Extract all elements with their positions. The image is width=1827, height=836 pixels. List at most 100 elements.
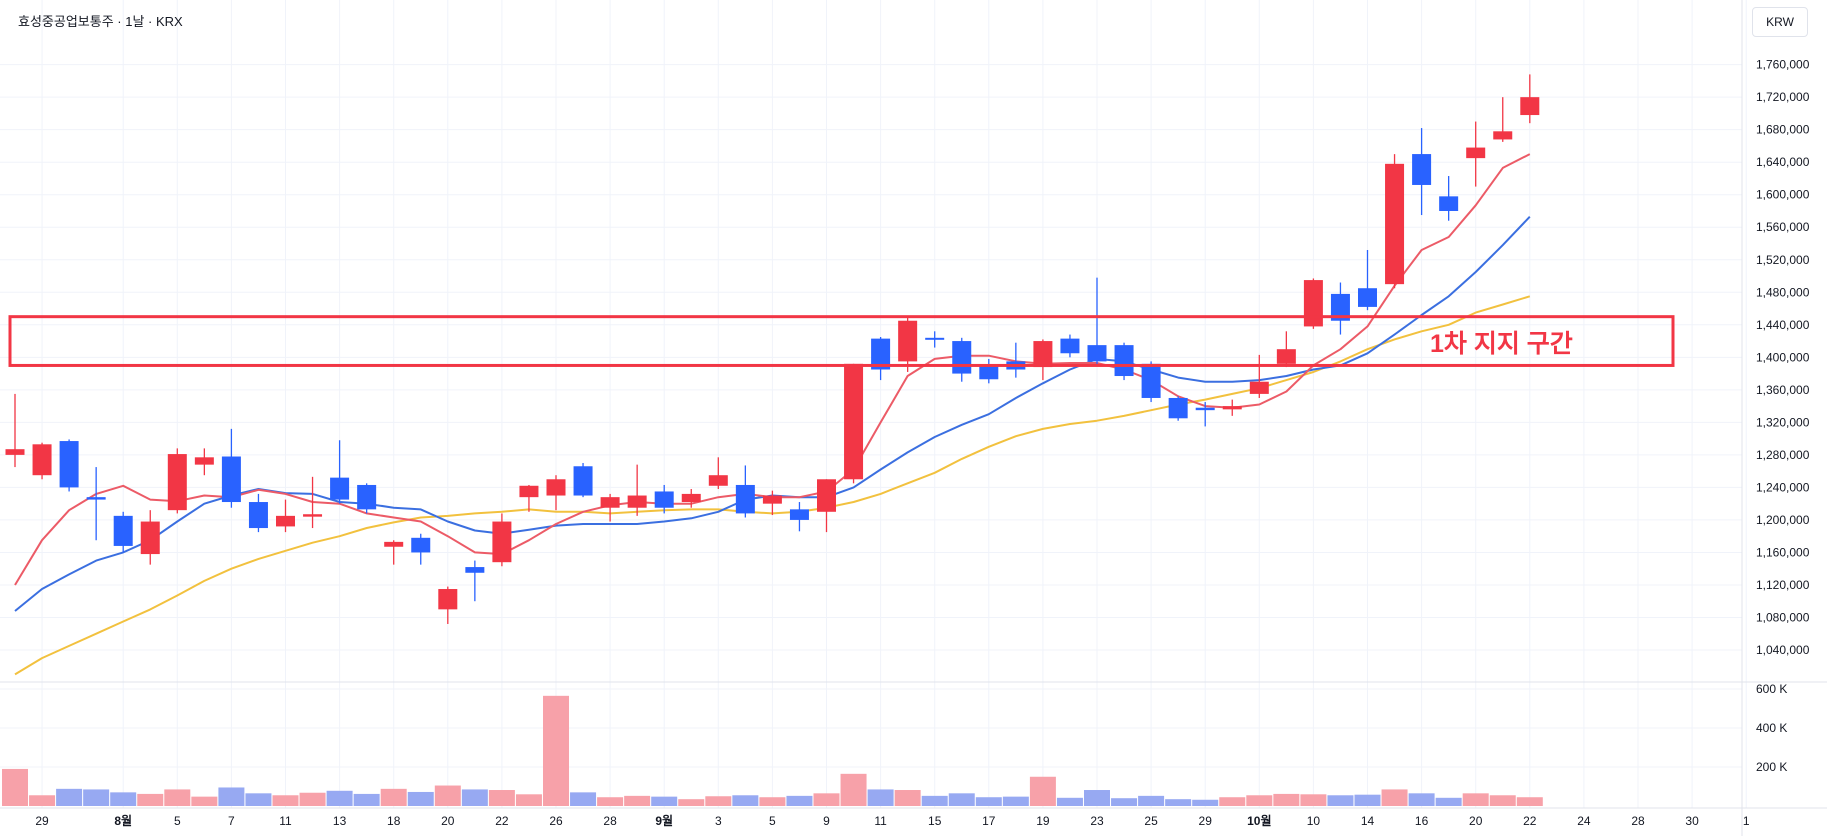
volume-bar (1029, 776, 1056, 806)
candle (1439, 176, 1459, 221)
candle-body (1276, 349, 1296, 364)
price-tick-label: 1,640,000 (1756, 155, 1810, 169)
volume-bar (921, 795, 948, 806)
candle (1249, 354, 1269, 398)
candle-body (600, 497, 620, 508)
candle (654, 484, 674, 514)
candle-body (1114, 345, 1134, 377)
candle-body (1222, 406, 1242, 410)
volume-bar (813, 793, 840, 806)
candle (1195, 402, 1215, 427)
price-tick-label: 1,280,000 (1756, 448, 1810, 462)
candle (1168, 396, 1188, 421)
time-tick-label: 15 (928, 814, 942, 828)
candle (1493, 97, 1513, 142)
volume-bar (678, 799, 705, 806)
volume-bar (1327, 795, 1354, 806)
candle (1358, 250, 1377, 311)
candle (330, 440, 350, 504)
volume-bar (651, 796, 678, 806)
volume-bar (2, 768, 28, 806)
candle-body (465, 567, 485, 573)
time-tick-label: 23 (1090, 814, 1104, 828)
time-axis-labels: 29 8월 5 7 11 13 18 20 22 26 28 9월 3 5 9 11 15 17 19 23 25 29 1… (35, 813, 1749, 828)
volume-bar (380, 788, 407, 806)
candle-body (248, 502, 268, 529)
volume-bar (83, 789, 110, 806)
candle (384, 540, 404, 565)
candle (925, 331, 945, 348)
candle-body (194, 457, 214, 465)
time-tick-label: 9 (823, 814, 830, 828)
candle (1276, 331, 1296, 368)
volume-bar (1435, 797, 1462, 806)
candle-body (86, 497, 106, 500)
volume-bar (1002, 796, 1029, 806)
candlesticks (5, 74, 1540, 624)
candle-body (1249, 381, 1269, 394)
candle-body (1520, 97, 1540, 116)
support-zone-label: 1차 지지 구간 (1430, 330, 1573, 358)
time-tick-label: 16 (1415, 814, 1429, 828)
volume-bar (137, 793, 164, 806)
price-tick-label: 1,480,000 (1756, 285, 1810, 299)
volume-bar (948, 793, 975, 806)
time-tick-label: 22 (495, 814, 509, 828)
volume-bar (1111, 798, 1138, 806)
candle (465, 560, 485, 602)
candle-body (1087, 345, 1107, 362)
candle-body (1330, 293, 1350, 321)
candle (303, 476, 323, 529)
volume-bar (732, 795, 759, 806)
candle (1385, 154, 1405, 289)
candle-body (1168, 397, 1188, 419)
time-tick-label: 19 (1036, 814, 1050, 828)
support-zone-box[interactable] (8, 315, 1675, 367)
candle-body (1493, 131, 1513, 140)
price-tick-label: 1,600,000 (1756, 188, 1810, 202)
candle-body (898, 320, 918, 362)
price-tick-label: 1,560,000 (1756, 220, 1810, 234)
price-tick-label: 1,440,000 (1756, 318, 1810, 332)
volume-tick-label: 400 K (1756, 721, 1787, 735)
candle-body (167, 454, 187, 511)
candle-body (357, 484, 377, 510)
candle (32, 442, 52, 480)
candle (140, 510, 160, 565)
candle (627, 464, 647, 516)
currency-button[interactable]: KRW (1752, 7, 1808, 37)
price-axis-labels: 1,040,000 1,080,000 1,120,000 1,160,000 1,20… (1756, 58, 1810, 657)
volume-bar (461, 789, 488, 806)
price-tick-label: 1,760,000 (1756, 58, 1810, 72)
candle-body (1412, 154, 1432, 185)
volume-bar (570, 792, 597, 806)
candle-body (1060, 338, 1080, 354)
time-tick-label: 22 (1523, 814, 1537, 828)
candle (357, 483, 377, 514)
time-tick-label: 14 (1361, 814, 1375, 828)
volume-bar (597, 797, 624, 806)
candle (194, 448, 214, 476)
price-tick-label: 1,040,000 (1756, 643, 1810, 657)
time-tick-label: 3 (715, 814, 722, 828)
time-tick-label: 24 (1577, 814, 1591, 828)
candle-body (32, 444, 52, 476)
price-tick-label: 1,400,000 (1756, 350, 1810, 364)
candle (5, 393, 25, 468)
volume-bar (759, 797, 786, 806)
candle-body (681, 493, 701, 503)
grid-lines (0, 0, 1747, 808)
volume-bar (353, 793, 380, 806)
candle (600, 493, 620, 522)
candle-body (5, 449, 25, 455)
volume-bar (624, 795, 651, 806)
time-tick-label: 29 (1199, 814, 1213, 828)
candle-body (654, 491, 674, 508)
candle (1520, 74, 1540, 124)
time-tick-label: 8월 (114, 813, 132, 828)
candle-body (735, 484, 755, 514)
candle-body (384, 541, 404, 547)
price-tick-label: 1,120,000 (1756, 578, 1810, 592)
candle (86, 467, 106, 541)
